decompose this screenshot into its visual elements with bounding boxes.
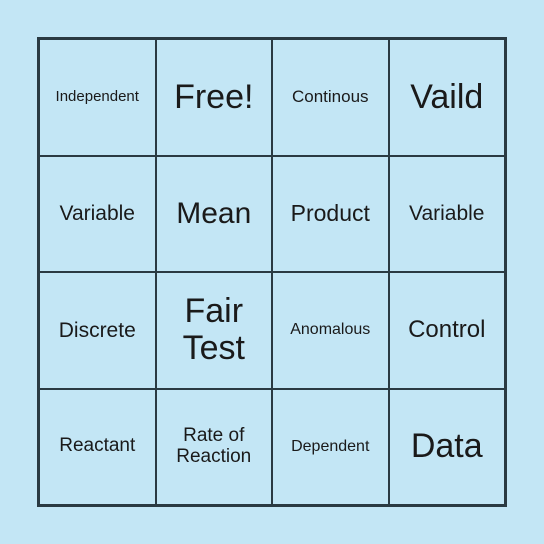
cell-label: Free!	[174, 79, 253, 116]
cell-label: Reactant	[59, 436, 135, 457]
cell-label: Independent	[56, 89, 139, 106]
bingo-cell: Reactant	[39, 389, 156, 506]
cell-label: Discrete	[59, 319, 136, 342]
bingo-cell: Continous	[272, 39, 389, 156]
bingo-cell: Vaild	[389, 39, 506, 156]
cell-label: Fair Test	[161, 293, 268, 368]
bingo-cell: Control	[389, 272, 506, 389]
cell-label: Dependent	[291, 438, 369, 456]
cell-label: Vaild	[410, 79, 483, 116]
cell-label: Mean	[176, 197, 251, 230]
bingo-cell: Anomalous	[272, 272, 389, 389]
bingo-cell: Dependent	[272, 389, 389, 506]
bingo-cell: Mean	[156, 156, 273, 273]
bingo-cell: Data	[389, 389, 506, 506]
bingo-cell: Fair Test	[156, 272, 273, 389]
cell-label: Anomalous	[290, 321, 370, 339]
cell-label: Rate of Reaction	[161, 426, 268, 468]
bingo-cell: Rate of Reaction	[156, 389, 273, 506]
cell-label: Continous	[292, 88, 369, 107]
bingo-cell: Variable	[39, 156, 156, 273]
cell-label: Variable	[409, 202, 485, 225]
bingo-cell: Independent	[39, 39, 156, 156]
cell-label: Control	[408, 317, 485, 343]
cell-label: Variable	[60, 202, 136, 225]
bingo-cell: Product	[272, 156, 389, 273]
cell-label: Data	[411, 428, 483, 465]
bingo-cell: Discrete	[39, 272, 156, 389]
bingo-cell: Free!	[156, 39, 273, 156]
bingo-grid: Independent Free! Continous Vaild Variab…	[37, 37, 507, 507]
cell-label: Product	[291, 201, 370, 226]
bingo-cell: Variable	[389, 156, 506, 273]
